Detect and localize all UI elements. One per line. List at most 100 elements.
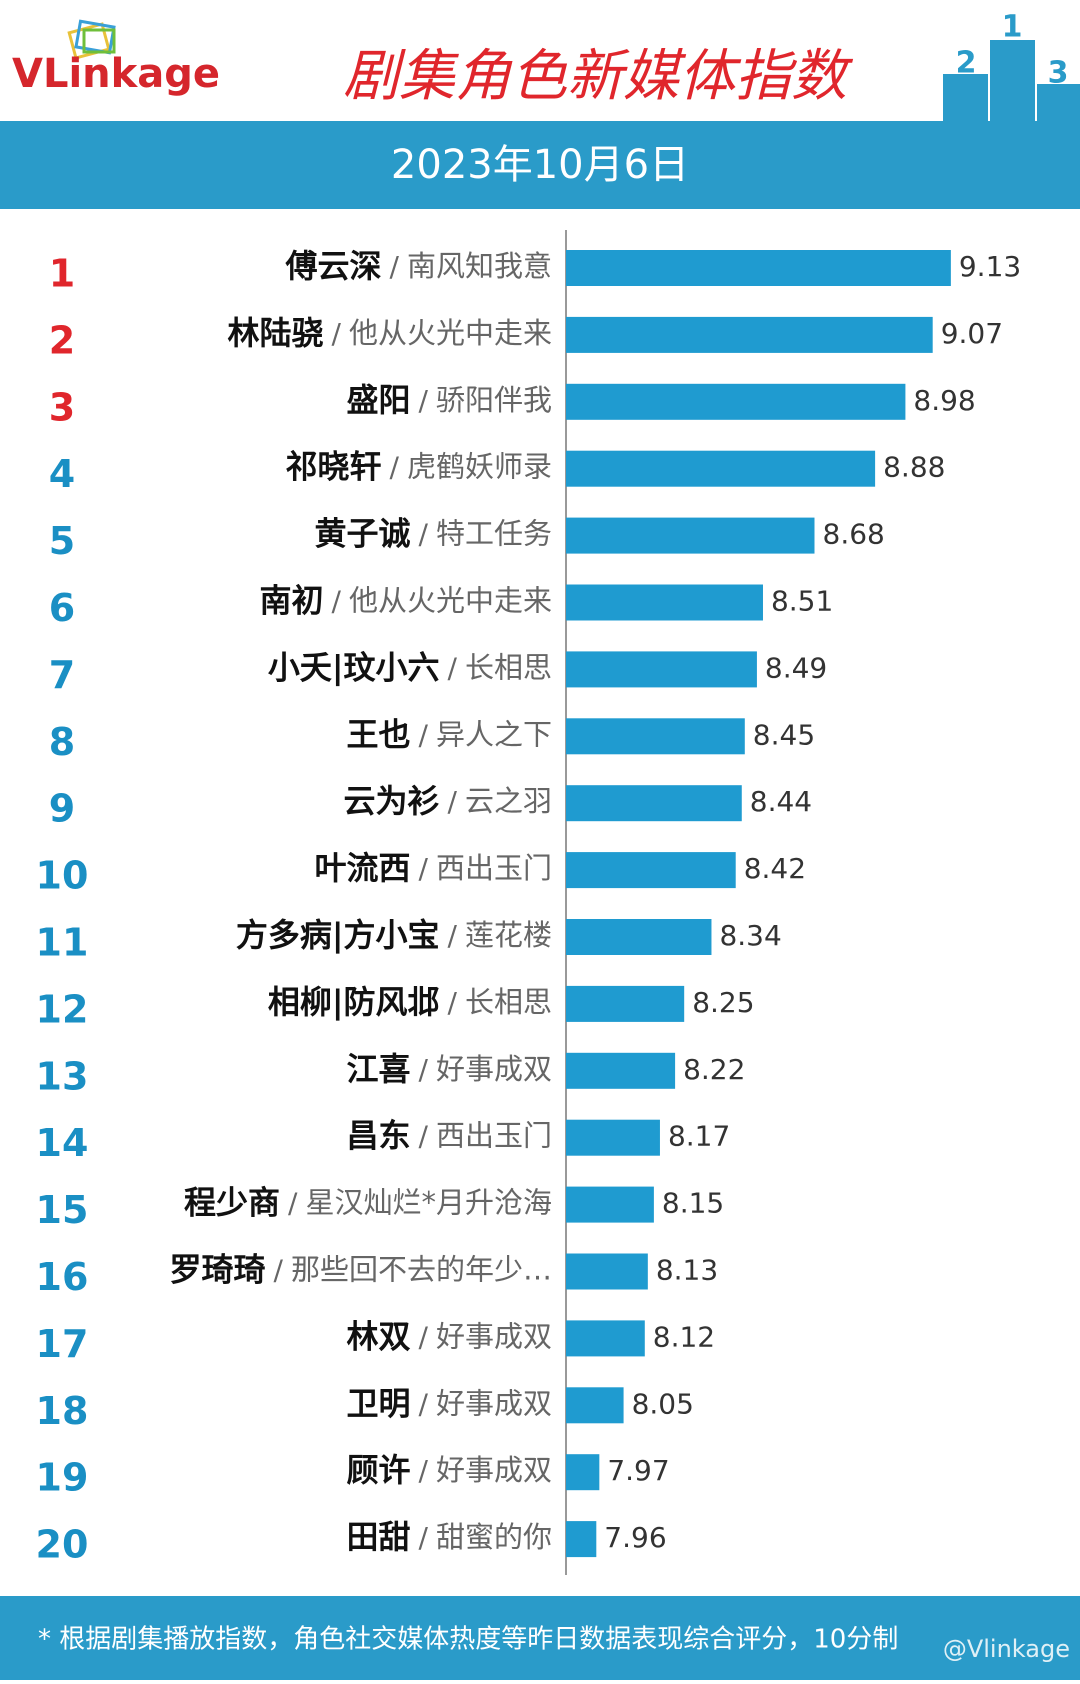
separator: / <box>419 518 429 551</box>
value-label: 8.44 <box>750 785 812 818</box>
rank: 15 <box>36 1188 89 1232</box>
separator: / <box>448 651 458 684</box>
character-name: 相柳|防风邶 <box>268 983 440 1022</box>
row-label: 林陆骁 / 他从火光中走来 <box>228 314 552 352</box>
value-label: 8.88 <box>883 451 945 484</box>
character-name: 南初 <box>260 582 324 620</box>
character-name: 昌东 <box>347 1117 411 1155</box>
logo: VLinkage <box>12 51 220 97</box>
separator: / <box>448 785 458 818</box>
bar <box>566 1186 654 1223</box>
value-label: 8.45 <box>753 718 815 751</box>
separator: / <box>419 1521 429 1554</box>
bar <box>566 1320 645 1357</box>
rank: 2 <box>49 318 75 362</box>
separator: / <box>332 317 342 350</box>
row-label: 王也 / 异人之下 <box>347 715 552 753</box>
separator: / <box>448 919 458 952</box>
bar <box>566 584 763 621</box>
bar <box>566 517 815 554</box>
value-label: 8.68 <box>823 518 885 551</box>
rank: 13 <box>36 1054 89 1098</box>
row-label: 傅云深 / 南风知我意 <box>285 247 552 285</box>
drama-name: 好事成双 <box>436 1453 552 1487</box>
rank: 8 <box>49 720 75 764</box>
bar <box>566 1119 660 1156</box>
row-label: 相柳|防风邶 / 长相思 <box>268 983 552 1022</box>
rank: 9 <box>49 787 75 831</box>
value-label: 9.07 <box>941 317 1003 350</box>
rank: 19 <box>36 1456 89 1500</box>
rank: 17 <box>36 1322 89 1366</box>
row-label: 田甜 / 甜蜜的你 <box>347 1518 552 1556</box>
character-name: 祁晓轩 <box>286 448 382 486</box>
row-label: 叶流西 / 西出玉门 <box>315 849 552 887</box>
separator: / <box>419 852 429 885</box>
rank: 20 <box>36 1523 89 1567</box>
bar <box>566 1387 624 1424</box>
value-label: 7.97 <box>607 1454 669 1487</box>
character-name: 林双 <box>347 1317 411 1355</box>
value-label: 8.51 <box>771 585 833 618</box>
bar <box>566 785 742 822</box>
bar <box>566 316 933 353</box>
separator: / <box>332 585 342 618</box>
bar <box>566 651 757 688</box>
row-label: 黄子诚 / 特工任务 <box>315 515 552 553</box>
bar <box>566 919 712 955</box>
value-label: 8.42 <box>744 852 806 885</box>
drama-name: 长相思 <box>465 650 552 684</box>
drama-name: 好事成双 <box>436 1386 552 1420</box>
character-name: 罗琦琦 <box>170 1251 266 1289</box>
row-label: 云为衫 / 云之羽 <box>344 782 552 820</box>
character-name: 田甜 <box>347 1518 411 1556</box>
character-name: 盛阳 <box>347 381 411 419</box>
separator: / <box>419 1454 429 1487</box>
character-name: 方多病|方小宝 <box>236 916 440 955</box>
row-label: 南初 / 他从火光中走来 <box>260 582 552 620</box>
drama-name: 特工任务 <box>436 517 552 551</box>
drama-name: 他从火光中走来 <box>349 584 552 618</box>
rank: 3 <box>49 385 75 429</box>
value-label: 8.17 <box>668 1120 730 1153</box>
bar <box>566 1521 597 1558</box>
value-label: 8.34 <box>719 919 781 952</box>
drama-name: 莲花楼 <box>465 918 552 952</box>
character-name: 傅云深 <box>285 247 382 285</box>
character-name: 卫明 <box>347 1384 411 1422</box>
separator: / <box>419 1120 429 1153</box>
rank: 4 <box>49 452 75 496</box>
character-name: 黄子诚 <box>315 515 411 553</box>
footnote: * 根据剧集播放指数，角色社交媒体热度等昨日数据表现综合评分，10分制 <box>38 1625 898 1655</box>
separator: / <box>390 451 400 484</box>
bar <box>566 1454 600 1491</box>
drama-name: 星汉灿烂*月升沧海 <box>305 1186 552 1220</box>
footer-banner <box>0 1596 1080 1680</box>
bar <box>566 250 951 286</box>
subtitle: 2023年10月6日 <box>391 142 689 188</box>
drama-name: 甜蜜的你 <box>436 1520 552 1554</box>
rank: 5 <box>49 519 75 563</box>
row-label: 方多病|方小宝 / 莲花楼 <box>236 916 552 955</box>
character-name: 林陆骁 <box>228 314 324 352</box>
rank: 7 <box>49 653 75 697</box>
rank: 18 <box>36 1389 89 1433</box>
rows: 1 傅云深 / 南风知我意 9.132 林陆骁 / 他从火光中走来 9.073 盛阳 / 骄阳伴我 8.… <box>36 247 1022 1567</box>
chart-title: 剧集角色新媒体指数 <box>343 44 854 109</box>
rank: 6 <box>49 586 75 630</box>
bar <box>566 1052 676 1089</box>
bar <box>566 450 876 487</box>
bar <box>566 985 685 1022</box>
separator: / <box>419 1320 429 1353</box>
row-label: 林双 / 好事成双 <box>347 1317 552 1355</box>
rank: 14 <box>36 1121 89 1165</box>
value-label: 8.25 <box>692 986 754 1019</box>
podium-label: 2 <box>956 46 977 81</box>
character-name: 云为衫 <box>344 782 440 820</box>
drama-name: 那些回不去的年少… <box>291 1253 552 1287</box>
value-label: 8.49 <box>765 651 827 684</box>
bar <box>566 718 745 755</box>
row-label: 昌东 / 西出玉门 <box>347 1117 552 1155</box>
rank: 1 <box>49 252 75 296</box>
